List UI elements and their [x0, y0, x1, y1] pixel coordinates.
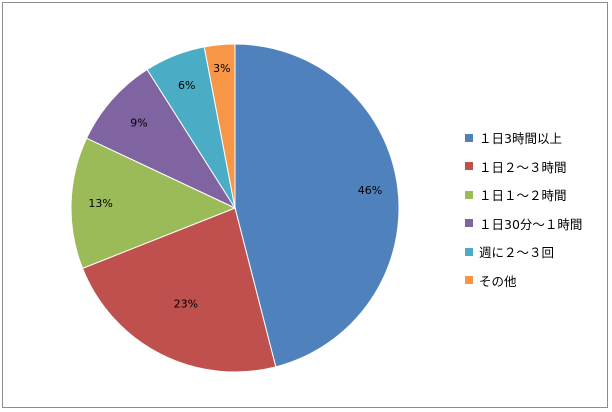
- legend-swatch-5: [465, 247, 473, 256]
- legend-item-5: 週に２～３回: [465, 243, 582, 260]
- legend-item-2: １日２～３時間: [465, 158, 582, 175]
- slice-label-5: 6%: [178, 79, 195, 92]
- pie-slice-2: [81, 207, 277, 373]
- pie-slice-6: [203, 43, 236, 209]
- legend-label-5: 週に２～３回: [479, 245, 555, 260]
- legend-swatch-6: [465, 276, 473, 284]
- slice-label-3: 13%: [88, 197, 112, 210]
- slice-label-6: 3%: [213, 62, 230, 75]
- legend-item-3: １日１～２時間: [465, 186, 582, 203]
- pie-slice-4: [85, 68, 237, 210]
- legend-swatch-2: [465, 162, 473, 170]
- slice-label-2: 23%: [174, 297, 198, 310]
- slice-label-4: 9%: [130, 116, 147, 129]
- legend-swatch-4: [465, 219, 473, 227]
- legend-label-3: １日１～２時間: [479, 188, 567, 203]
- chart-frame: 46% 23% 13% 9% 6% 3% １日3時間以上 １日２～３時間 １日１～２時間 …: [2, 2, 608, 408]
- legend-label-1: １日3時間以上: [479, 131, 562, 146]
- legend-item-4: １日30分～１時間: [465, 215, 582, 232]
- slice-label-1: 46%: [358, 184, 382, 197]
- legend-label-4: １日30分～１時間: [479, 216, 583, 232]
- legend-swatch-1: [465, 133, 473, 142]
- legend-item-6: その他: [465, 272, 582, 289]
- legend: １日3時間以上 １日２～３時間 １日１～２時間 １日30分～１時間 週に２～３回…: [465, 129, 582, 300]
- legend-item-1: １日3時間以上: [465, 129, 582, 146]
- pie-slice-1: [234, 43, 400, 368]
- legend-label-2: １日２～３時間: [479, 159, 567, 175]
- pie-slice-3: [70, 137, 237, 270]
- pie-chart: 46% 23% 13% 9% 6% 3%: [70, 43, 400, 373]
- legend-swatch-3: [465, 190, 473, 199]
- legend-label-6: その他: [479, 273, 517, 289]
